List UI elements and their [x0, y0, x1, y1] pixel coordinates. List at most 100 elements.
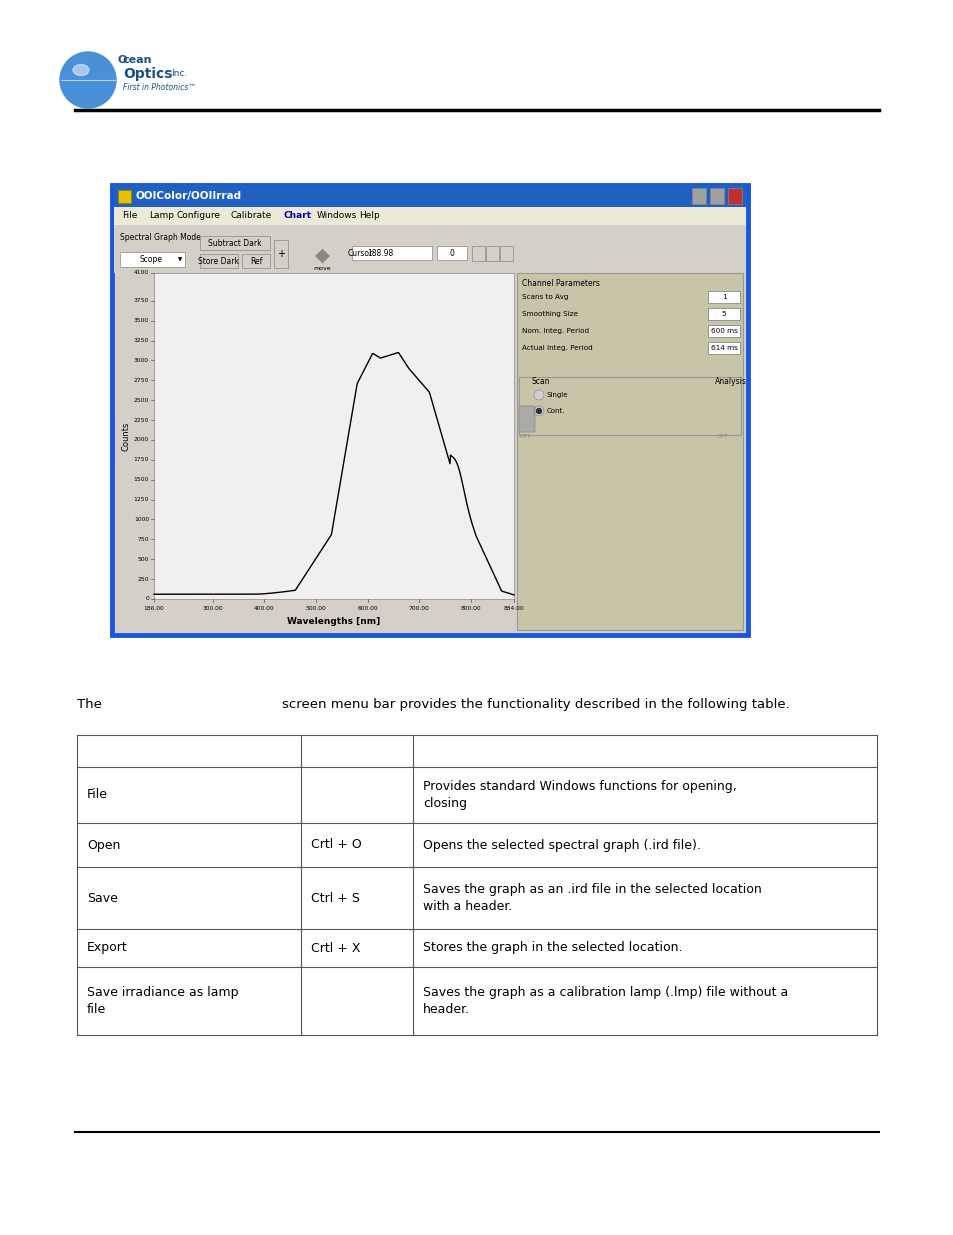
Text: Counts: Counts [121, 421, 131, 451]
Text: 3500: 3500 [133, 319, 149, 324]
Text: Store Dark: Store Dark [198, 257, 239, 266]
Text: ◆: ◆ [314, 246, 329, 264]
Text: File: File [122, 211, 137, 221]
Text: Wavelengths [nm]: Wavelengths [nm] [287, 616, 380, 625]
Text: Scope: Scope [140, 256, 163, 264]
Text: 188.98: 188.98 [367, 248, 393, 258]
Text: Chart: Chart [283, 211, 312, 221]
Text: Saves the graph as an .ird file in the selected location
with a header.: Saves the graph as an .ird file in the s… [422, 883, 760, 913]
Text: move: move [313, 267, 331, 272]
Text: 500.00: 500.00 [305, 605, 326, 610]
Text: Analysis: Analysis [714, 377, 746, 385]
Circle shape [536, 409, 541, 414]
FancyBboxPatch shape [77, 867, 876, 929]
FancyBboxPatch shape [77, 823, 876, 867]
FancyBboxPatch shape [518, 406, 535, 432]
FancyBboxPatch shape [120, 252, 185, 267]
Text: Cursor:: Cursor: [348, 248, 375, 258]
Text: Saves the graph as a calibration lamp (.lmp) file without a
header.: Saves the graph as a calibration lamp (.… [422, 986, 787, 1016]
Text: 2000: 2000 [133, 437, 149, 442]
Text: 1750: 1750 [133, 457, 149, 462]
Text: 500: 500 [137, 557, 149, 562]
Text: Lamp: Lamp [149, 211, 174, 221]
Text: Open: Open [87, 839, 120, 851]
FancyBboxPatch shape [77, 735, 876, 767]
Text: Configure: Configure [176, 211, 220, 221]
Text: 2250: 2250 [133, 417, 149, 422]
Text: screen menu bar provides the functionality described in the following table.: screen menu bar provides the functionali… [282, 698, 789, 711]
Text: 800.00: 800.00 [460, 605, 480, 610]
FancyBboxPatch shape [499, 246, 513, 261]
Text: Spectral Graph Mode: Spectral Graph Mode [120, 232, 201, 242]
FancyBboxPatch shape [707, 308, 740, 320]
Text: First in Photonics™: First in Photonics™ [123, 84, 195, 93]
Text: Crtl + X: Crtl + X [311, 941, 360, 955]
FancyBboxPatch shape [113, 185, 745, 207]
Text: Save: Save [87, 892, 118, 904]
FancyBboxPatch shape [153, 273, 514, 599]
FancyBboxPatch shape [113, 225, 745, 273]
FancyBboxPatch shape [112, 185, 747, 635]
Text: Scans to Avg: Scans to Avg [521, 294, 568, 300]
Text: 3250: 3250 [133, 338, 149, 343]
Circle shape [534, 390, 543, 400]
Text: Help: Help [359, 211, 379, 221]
Text: 1000: 1000 [133, 517, 149, 522]
Text: Single: Single [546, 391, 568, 398]
FancyBboxPatch shape [707, 342, 740, 354]
Text: Stores the graph in the selected location.: Stores the graph in the selected locatio… [422, 941, 681, 955]
Text: 1500: 1500 [133, 477, 149, 482]
Text: cean: cean [123, 56, 152, 65]
Text: Save irradiance as lamp
file: Save irradiance as lamp file [87, 986, 238, 1016]
FancyBboxPatch shape [485, 246, 498, 261]
Text: Cont.: Cont. [546, 408, 565, 414]
Text: ▼: ▼ [178, 258, 182, 263]
Text: 0: 0 [449, 248, 454, 258]
Text: 614 ms: 614 ms [710, 345, 737, 351]
Text: 0: 0 [145, 597, 149, 601]
Text: OOIColor/OOIIrrad: OOIColor/OOIIrrad [136, 191, 242, 201]
Text: 600.00: 600.00 [356, 605, 377, 610]
Text: 400.00: 400.00 [253, 605, 274, 610]
Text: 250: 250 [137, 577, 149, 582]
Text: +: + [276, 249, 285, 259]
Text: 3750: 3750 [133, 299, 149, 304]
Text: File: File [87, 788, 108, 802]
FancyBboxPatch shape [709, 188, 723, 204]
FancyBboxPatch shape [352, 246, 432, 261]
Text: 750: 750 [137, 537, 149, 542]
FancyBboxPatch shape [77, 929, 876, 967]
Text: Crtl + O: Crtl + O [311, 839, 361, 851]
FancyBboxPatch shape [517, 273, 742, 630]
Text: Opens the selected spectral graph (.ird file).: Opens the selected spectral graph (.ird … [422, 839, 700, 851]
Text: Channel Parameters: Channel Parameters [521, 279, 599, 288]
Text: 4100: 4100 [133, 270, 149, 275]
Text: 1: 1 [720, 294, 725, 300]
Text: 600 ms: 600 ms [710, 329, 737, 333]
FancyBboxPatch shape [200, 236, 270, 249]
Ellipse shape [73, 64, 89, 75]
Text: Provides standard Windows functions for opening,
closing: Provides standard Windows functions for … [422, 781, 736, 810]
Text: Inc.: Inc. [171, 69, 187, 79]
FancyBboxPatch shape [707, 291, 740, 303]
FancyBboxPatch shape [77, 767, 876, 823]
FancyBboxPatch shape [242, 254, 270, 268]
Text: 1250: 1250 [133, 498, 149, 503]
FancyBboxPatch shape [707, 325, 740, 337]
FancyBboxPatch shape [727, 188, 741, 204]
Text: 3000: 3000 [133, 358, 149, 363]
Text: Scan: Scan [532, 377, 550, 385]
Text: 2500: 2500 [133, 398, 149, 403]
Text: Ref: Ref [250, 257, 262, 266]
Text: OFF: OFF [519, 433, 532, 438]
Text: Subtract Dark: Subtract Dark [208, 238, 261, 247]
Text: 186.00: 186.00 [144, 605, 164, 610]
Text: The: The [77, 698, 102, 711]
Text: Optics: Optics [123, 67, 172, 82]
Text: Actual Integ. Period: Actual Integ. Period [521, 345, 592, 351]
Text: OFF: OFF [717, 433, 728, 438]
FancyBboxPatch shape [113, 207, 745, 225]
FancyBboxPatch shape [691, 188, 705, 204]
Text: Ctrl + S: Ctrl + S [311, 892, 359, 904]
Text: 884.00: 884.00 [503, 605, 524, 610]
